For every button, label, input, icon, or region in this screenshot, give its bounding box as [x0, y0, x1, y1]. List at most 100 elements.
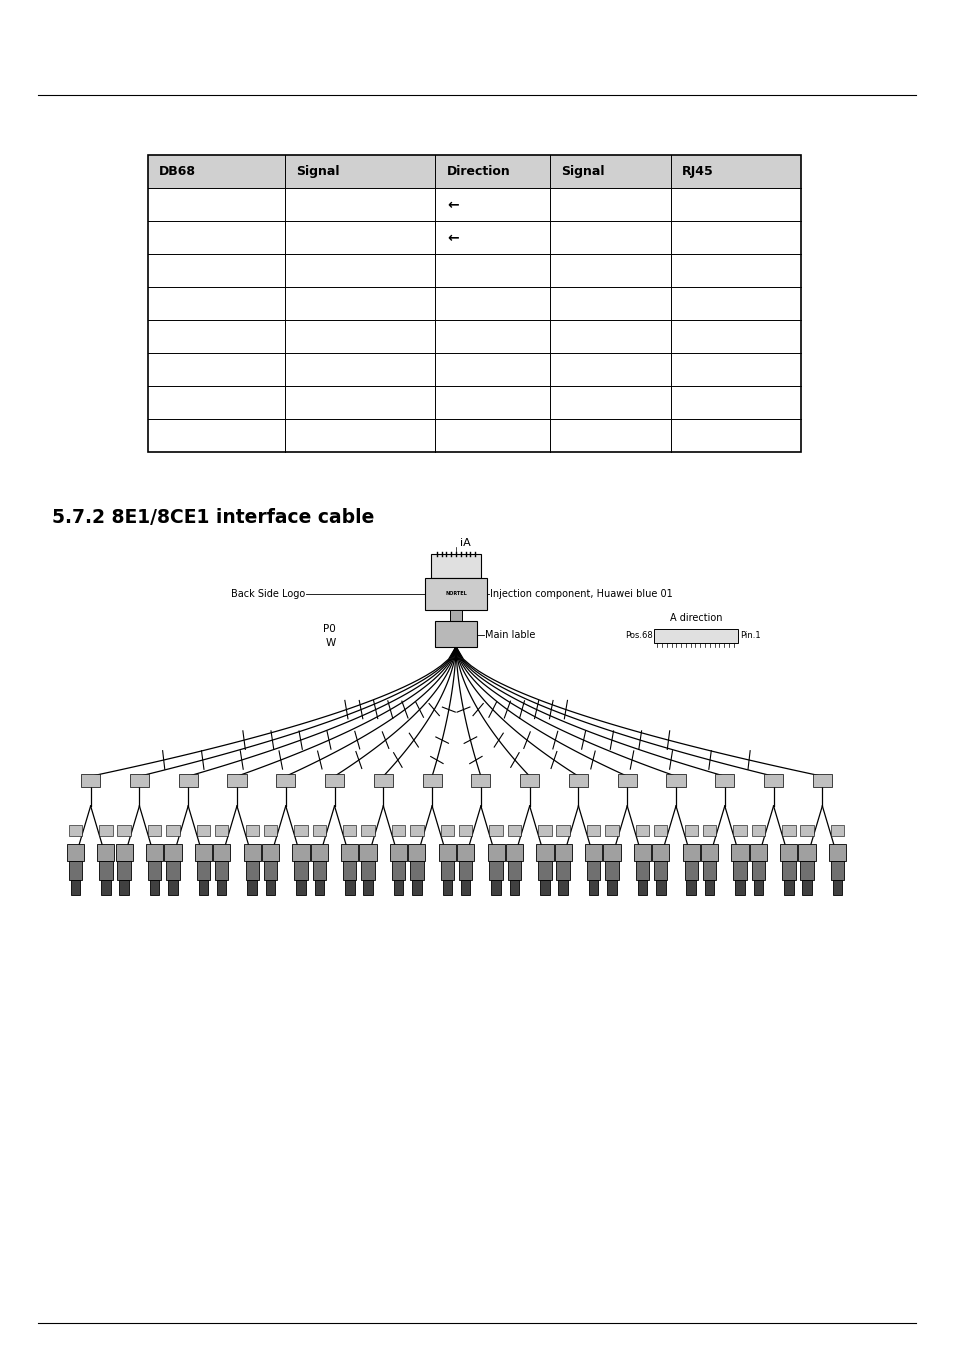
Bar	[507, 825, 520, 836]
Bar	[735, 880, 744, 895]
Bar	[247, 880, 256, 895]
Bar	[704, 880, 714, 895]
Bar	[491, 880, 500, 895]
Bar	[537, 825, 551, 836]
Bar	[410, 861, 423, 880]
Bar	[586, 825, 599, 836]
Bar	[801, 880, 811, 895]
Bar	[832, 880, 841, 895]
Bar	[392, 861, 405, 880]
Bar	[751, 861, 764, 880]
Bar	[783, 880, 793, 895]
Bar	[458, 825, 472, 836]
Bar	[733, 825, 746, 836]
Bar	[99, 825, 112, 836]
Bar	[749, 844, 766, 861]
Bar	[442, 880, 452, 895]
Bar	[196, 825, 210, 836]
Bar	[606, 880, 616, 895]
Bar	[456, 844, 474, 861]
Bar	[313, 825, 326, 836]
Bar	[296, 880, 306, 895]
Bar	[554, 844, 571, 861]
Bar	[654, 861, 667, 880]
Bar	[69, 861, 82, 880]
Bar	[67, 844, 84, 861]
Bar	[586, 861, 599, 880]
Bar	[243, 844, 260, 861]
Bar	[507, 861, 520, 880]
Bar	[684, 861, 698, 880]
Bar	[440, 825, 454, 836]
Bar	[588, 880, 598, 895]
Bar	[294, 861, 308, 880]
Bar	[390, 844, 407, 861]
Bar	[753, 880, 762, 895]
Text: ←: ←	[446, 197, 458, 212]
Bar	[702, 825, 716, 836]
Bar	[262, 844, 279, 861]
Text: Signal: Signal	[560, 165, 604, 178]
Text: DB68: DB68	[159, 165, 196, 178]
Bar	[293, 844, 310, 861]
Bar	[487, 844, 504, 861]
Bar	[343, 825, 356, 836]
Bar	[276, 774, 295, 787]
Bar	[537, 861, 551, 880]
Bar	[431, 554, 480, 578]
Bar	[519, 774, 538, 787]
Text: W: W	[325, 637, 335, 648]
Bar	[715, 774, 734, 787]
Bar	[99, 861, 112, 880]
Bar	[637, 880, 646, 895]
Bar	[245, 861, 258, 880]
Bar	[489, 825, 502, 836]
Bar	[702, 861, 716, 880]
Bar	[505, 844, 522, 861]
Bar	[656, 880, 665, 895]
Text: 5.7.2 8E1/8CE1 interface cable: 5.7.2 8E1/8CE1 interface cable	[52, 508, 375, 526]
Bar	[539, 880, 549, 895]
Bar	[556, 825, 569, 836]
Bar	[733, 861, 746, 880]
Bar	[422, 774, 441, 787]
Bar	[556, 861, 569, 880]
Bar	[780, 844, 797, 861]
Bar	[471, 774, 490, 787]
Bar	[536, 844, 553, 861]
Bar	[604, 861, 618, 880]
Bar	[828, 844, 845, 861]
Bar	[345, 880, 355, 895]
Text: P0: P0	[323, 624, 335, 634]
Bar	[684, 825, 698, 836]
Text: A direction: A direction	[669, 613, 722, 624]
Text: Main lable: Main lable	[484, 629, 535, 640]
Bar	[216, 880, 226, 895]
Bar	[198, 880, 208, 895]
Bar	[214, 825, 228, 836]
Bar	[412, 880, 421, 895]
Text: Back Side Logo: Back Side Logo	[231, 589, 305, 599]
Bar	[781, 825, 795, 836]
Bar	[602, 844, 619, 861]
Bar	[509, 880, 518, 895]
Bar	[325, 774, 344, 787]
Bar	[264, 825, 277, 836]
Bar	[604, 825, 618, 836]
Bar	[148, 155, 801, 188]
Bar	[166, 825, 179, 836]
Bar	[81, 774, 100, 787]
Bar	[633, 844, 650, 861]
Bar	[130, 774, 149, 787]
Bar	[69, 825, 82, 836]
Bar	[666, 774, 685, 787]
Bar	[374, 774, 393, 787]
Bar	[584, 844, 601, 861]
Bar	[798, 844, 815, 861]
Bar	[489, 861, 502, 880]
Bar	[341, 844, 358, 861]
Bar	[440, 861, 454, 880]
Bar	[635, 825, 648, 836]
Bar	[652, 844, 669, 861]
Bar	[392, 825, 405, 836]
